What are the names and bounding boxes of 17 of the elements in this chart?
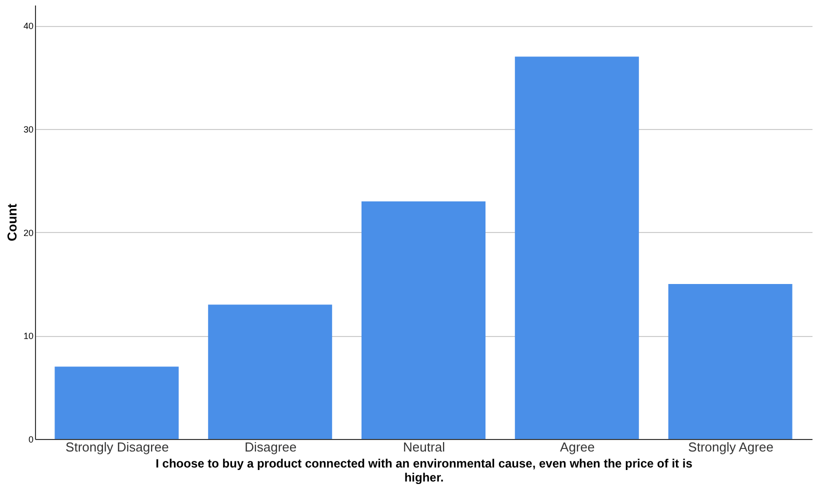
- x-tick-label: Disagree: [244, 440, 297, 454]
- y-tick-label: 0: [28, 434, 34, 444]
- bar: [54, 366, 179, 439]
- x-tick-label: Neutral: [403, 440, 446, 454]
- x-tick-label: Agree: [560, 440, 595, 454]
- bar: [362, 201, 486, 439]
- y-tick-label: 20: [23, 228, 34, 238]
- y-tick-label: 40: [23, 21, 34, 32]
- x-axis-title: I choose to buy a product connected with an environmental cause, even when the price of it is higher.: [156, 456, 693, 484]
- bar: [514, 56, 639, 439]
- y-axis-title: Count: [4, 203, 20, 242]
- bar: [208, 304, 332, 439]
- y-tick-label: 10: [23, 331, 34, 342]
- x-tick-label: Strongly Disagree: [66, 440, 169, 454]
- y-tick-label: 30: [23, 124, 34, 134]
- bar: [668, 284, 792, 439]
- x-tick-label: Strongly Agree: [688, 440, 774, 454]
